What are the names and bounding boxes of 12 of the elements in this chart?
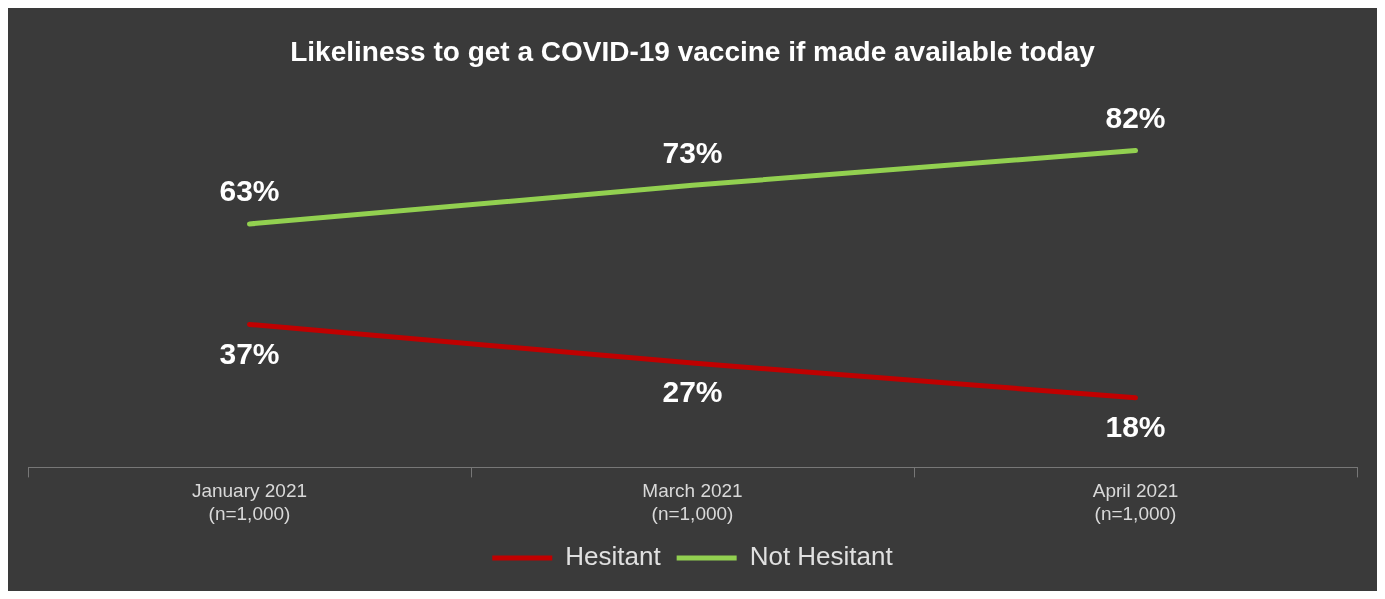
data-label: 37% <box>219 336 280 370</box>
x-tick-label: April 2021 (n=1,000) <box>1092 480 1179 524</box>
data-label: 73% <box>662 135 723 169</box>
chart-title: Likeliness to get a COVID-19 vaccine if made available today <box>290 35 1096 67</box>
legend-label: Hesitant <box>565 541 662 572</box>
legend-label: Not Hesitant <box>749 541 894 572</box>
x-tick-label: March 2021 (n=1,000) <box>642 480 743 524</box>
x-tick-label: January 2021 (n=1,000) <box>191 480 308 524</box>
data-label: 63% <box>219 174 280 208</box>
data-label: 82% <box>1105 100 1166 134</box>
data-label: 27% <box>662 375 723 409</box>
data-label: 18% <box>1105 410 1166 444</box>
